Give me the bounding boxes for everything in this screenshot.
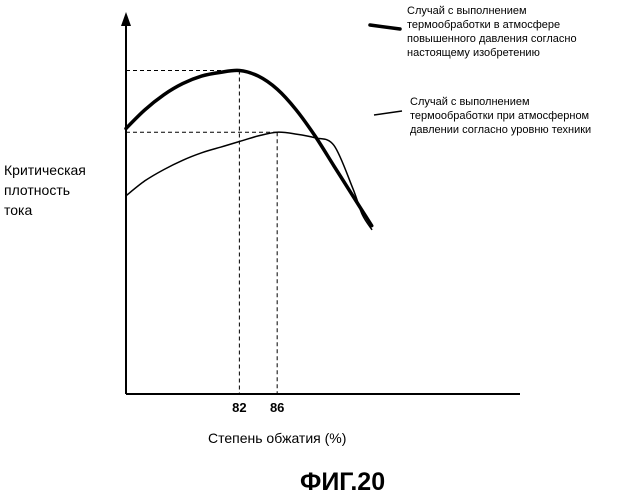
y-axis-label-line: Критическая [4,160,86,180]
x-axis-label: Степень обжатия (%) [208,430,346,446]
axes [121,12,520,394]
legend-text-line: повышенного давления согласно [407,32,577,46]
y-axis-label-line: плотность [4,180,86,200]
legend-text-line: настоящему изобретению [407,46,577,60]
legend-entry-atmospheric: Случай с выполнением термообработки при … [410,95,591,137]
legend-line-high-pressure [370,25,400,29]
legend-text-line: термообработки в атмосфере [407,18,577,32]
series-lines [126,70,372,229]
legend-entry-high-pressure: Случай с выполнением термообработки в ат… [407,4,577,60]
legend-text-line: Случай с выполнением [407,4,577,18]
x-tick-label: 82 [232,400,246,415]
legend-text-line: Случай с выполнением [410,95,591,109]
figure-caption: ФИГ.20 [300,468,385,497]
y-axis-label: Критическая плотность тока [4,160,86,220]
legend-text-line: давлении согласно уровню техники [410,123,591,137]
legend-line-atmospheric [374,111,402,115]
x-tick-label: 86 [270,400,284,415]
legend-text-line: термообработки при атмосферном [410,109,591,123]
reference-lines [126,70,277,394]
legend-lines [370,25,402,115]
series-line-atmospheric [126,132,372,229]
x-tick-labels: 82 86 [232,400,284,415]
y-axis-label-line: тока [4,200,86,220]
y-axis-arrow [121,12,131,26]
